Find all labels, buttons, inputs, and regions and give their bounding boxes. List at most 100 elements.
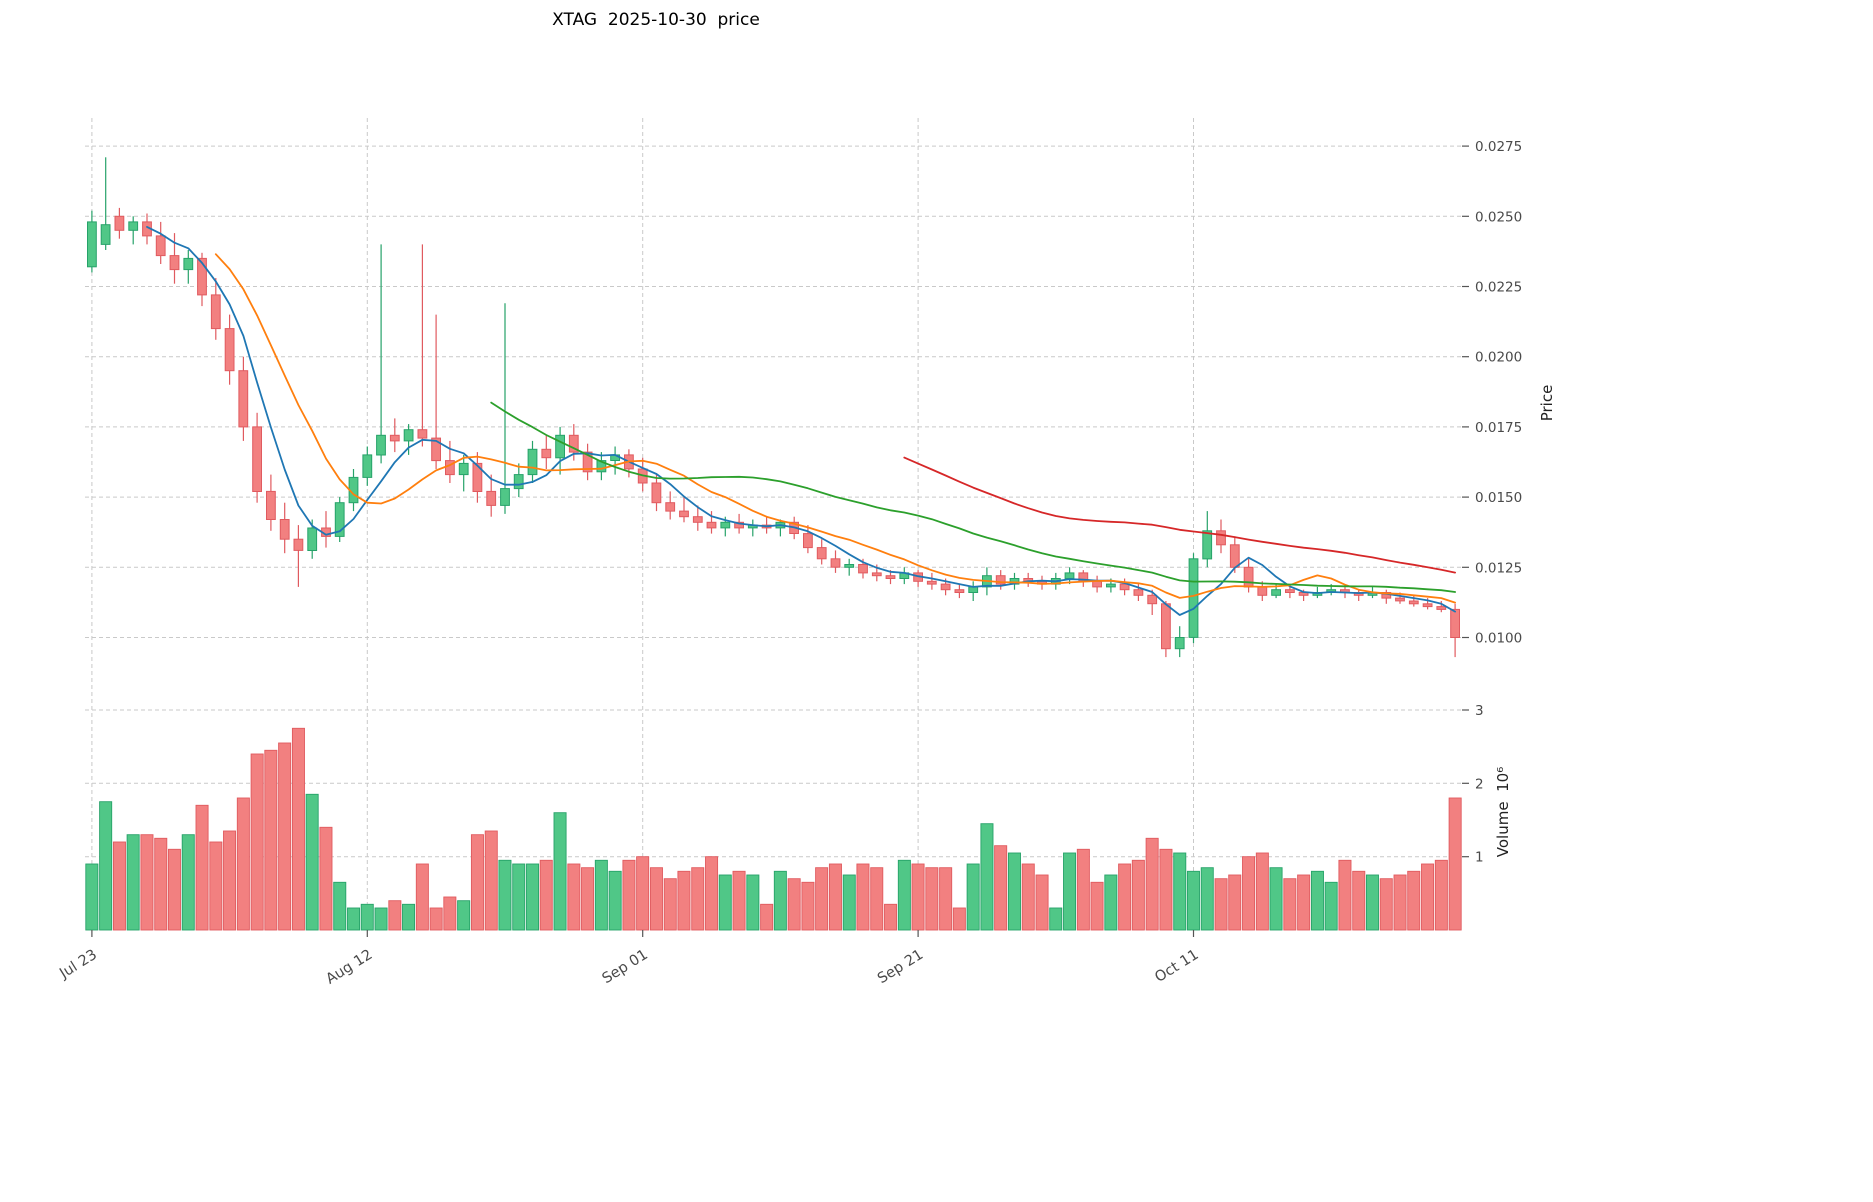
- candle-body: [128, 221, 139, 231]
- volume-bar: [608, 870, 622, 931]
- candle-body: [513, 474, 524, 490]
- candle-body: [472, 462, 483, 492]
- volume-bar: [567, 863, 581, 931]
- candle-body: [692, 516, 703, 523]
- volume-bar: [1104, 874, 1118, 931]
- candle-body: [830, 558, 841, 568]
- volume-bar: [1421, 863, 1435, 931]
- candle-body: [362, 454, 373, 478]
- volume-bar: [636, 856, 650, 931]
- candle-body: [1450, 608, 1460, 639]
- volume-bar: [154, 837, 168, 931]
- candle-body: [1147, 594, 1158, 605]
- volume-bar: [112, 841, 126, 931]
- price-tick-label: 0.0100: [1475, 631, 1522, 647]
- candle-body: [1106, 583, 1116, 588]
- candle-body: [541, 448, 552, 459]
- volume-bar: [594, 859, 608, 931]
- candle-body: [555, 434, 566, 459]
- candle-body: [816, 547, 827, 560]
- candle-body: [238, 370, 249, 428]
- volume-bar: [1255, 852, 1269, 931]
- candle-body: [844, 564, 855, 568]
- candle-body: [720, 521, 731, 529]
- volume-bar: [167, 848, 181, 931]
- candle-body: [1092, 580, 1102, 588]
- candle-body: [183, 257, 194, 271]
- candle-body: [1395, 597, 1405, 602]
- candle-body: [926, 580, 937, 585]
- volume-bar: [801, 881, 815, 931]
- volume-bar: [360, 903, 374, 931]
- volume-bar: [1063, 852, 1077, 931]
- volume-bar: [512, 863, 526, 931]
- volume-bar: [1021, 863, 1035, 931]
- volume-bar: [236, 797, 250, 931]
- volume-bar: [1242, 856, 1256, 931]
- candle-body: [954, 589, 965, 594]
- volume-bar: [773, 870, 787, 931]
- volume-bar: [1228, 874, 1242, 931]
- x-tick-label: Oct 11: [1152, 947, 1201, 986]
- ma-line-60: [903, 456, 1456, 574]
- candle-body: [1436, 606, 1447, 610]
- candle-body: [582, 451, 593, 473]
- candle-body: [706, 521, 717, 529]
- candle-body: [1257, 586, 1268, 596]
- volume-bar: [994, 845, 1008, 931]
- volume-bar: [1145, 837, 1159, 931]
- volume-bar: [911, 863, 925, 931]
- volume-bar: [1434, 859, 1448, 931]
- volume-bar: [278, 742, 292, 931]
- volume-bar: [760, 903, 774, 931]
- candle-body: [155, 235, 166, 257]
- candle-body: [871, 572, 882, 577]
- volume-bar: [1338, 859, 1352, 931]
- volume-bar: [1214, 878, 1228, 931]
- candle-body: [568, 434, 579, 453]
- candle-body: [431, 437, 442, 462]
- candle-body: [1422, 603, 1433, 608]
- ma-line-5: [146, 225, 1456, 616]
- candle-body: [1161, 603, 1171, 650]
- candle-body: [114, 215, 125, 231]
- volume-bar: [1035, 874, 1049, 931]
- volume-bar: [1352, 870, 1366, 931]
- volume-bar: [1448, 797, 1462, 931]
- candle-body: [1408, 600, 1419, 605]
- candle-body: [1174, 637, 1185, 650]
- volume-bar: [1131, 859, 1145, 931]
- volume-bar: [126, 834, 140, 931]
- candle-body: [527, 448, 538, 476]
- volume-bar: [1159, 848, 1173, 931]
- ma-line-10: [214, 253, 1456, 604]
- price-tick-label: 0.0275: [1475, 139, 1522, 155]
- candle-body: [1188, 558, 1199, 638]
- volume-bar: [732, 870, 746, 931]
- volume-bar: [980, 823, 994, 931]
- candle-body: [1271, 589, 1281, 596]
- volume-bar: [498, 859, 512, 931]
- volume-bar: [1310, 870, 1324, 931]
- volume-bar: [966, 863, 980, 931]
- price-tick-label: 0.0200: [1475, 350, 1522, 366]
- volume-bar: [622, 859, 636, 931]
- volume-bar: [1118, 863, 1132, 931]
- volume-bar: [140, 834, 154, 931]
- volume-bar: [746, 874, 760, 931]
- volume-bar: [870, 867, 884, 931]
- volume-bar: [195, 804, 209, 931]
- candle-body: [1285, 589, 1295, 594]
- volume-bar: [291, 727, 305, 931]
- volume-bar: [1269, 867, 1283, 931]
- volume-bar: [347, 907, 361, 931]
- x-tick-label: Aug 12: [323, 947, 375, 988]
- volume-bar: [1186, 870, 1200, 931]
- volume-bar: [1407, 870, 1421, 931]
- candle-body: [803, 533, 813, 549]
- volume-bar: [663, 878, 677, 931]
- volume-bar: [691, 867, 705, 931]
- volume-bar: [581, 867, 595, 931]
